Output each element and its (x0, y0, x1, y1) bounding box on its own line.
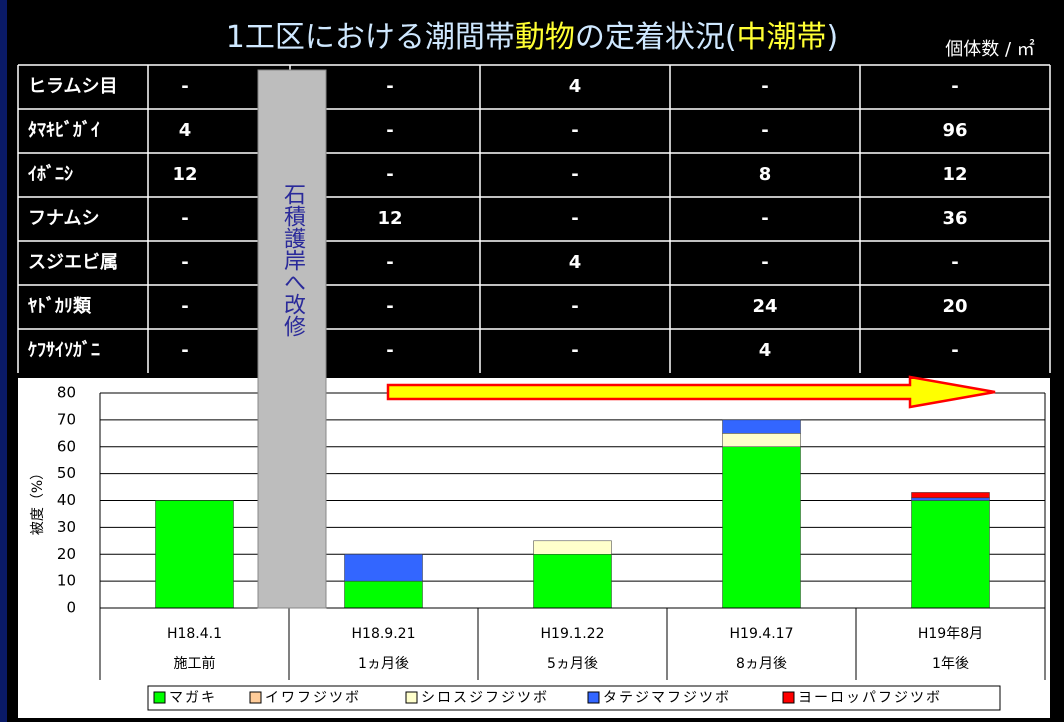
row-label: スジエビ属 (28, 252, 118, 273)
x-tick-label: 5ヵ月後 (547, 656, 598, 672)
cell: 4 (179, 120, 192, 141)
title-part: 1工区における潮間帯 (226, 20, 515, 55)
cell: - (571, 164, 578, 185)
cell: 4 (569, 252, 582, 273)
page-number: 43 (1017, 692, 1042, 716)
row-label: ｹﾌｻｲｿｶﾞﾆ (28, 339, 100, 361)
cell: 12 (377, 208, 402, 229)
construction-label: 石積護岸へ改修 (280, 183, 306, 337)
y-axis-label: 被度（%） (30, 466, 46, 535)
title-part: 動物 (515, 20, 575, 55)
x-tick-label: H19年8月 (918, 626, 983, 642)
cell: 96 (942, 120, 967, 141)
y-tick-label: 30 (57, 518, 76, 536)
x-tick-label: H19.1.22 (541, 626, 605, 642)
cell: 12 (942, 164, 967, 185)
bar-segment (533, 540, 612, 555)
legend-swatch (587, 691, 600, 704)
cell: 12 (172, 164, 197, 185)
y-tick-label: 60 (57, 437, 76, 455)
cell: - (571, 120, 578, 141)
cell: - (181, 208, 188, 229)
bar-segment (344, 580, 423, 609)
cell: - (951, 76, 958, 97)
bar-segment (533, 554, 612, 609)
y-tick-label: 0 (66, 599, 76, 617)
cell: - (951, 340, 958, 361)
cell: - (761, 208, 768, 229)
title-part: ) (827, 20, 839, 55)
cell: 8 (759, 164, 772, 185)
cell: 24 (752, 296, 777, 317)
legend-box (147, 685, 1001, 711)
x-tick-label: H18.9.21 (352, 626, 416, 642)
bar-segment (722, 433, 801, 447)
cell: - (761, 252, 768, 273)
cell: - (181, 252, 188, 273)
legend-swatch (782, 691, 795, 704)
title-part: の定着状況( (575, 20, 737, 55)
bar-segment (722, 446, 801, 609)
y-tick-label: 40 (57, 491, 76, 509)
bar-segment (911, 497, 990, 501)
cell: 36 (942, 208, 967, 229)
x-tick-label: 施工前 (174, 655, 216, 672)
legend-swatch (405, 691, 418, 704)
row-label: ヒラムシ目 (28, 76, 117, 97)
cell: - (386, 164, 393, 185)
row-label: フナムシ (28, 208, 99, 229)
x-tick-label: 1年後 (932, 656, 969, 672)
legend-label: イワフジツボ (265, 690, 361, 706)
cell: - (951, 252, 958, 273)
x-tick-label: H18.4.1 (167, 626, 222, 642)
cell: - (761, 120, 768, 141)
legend-label: ヨーロッパフジツボ (798, 690, 942, 706)
title: 1工区における潮間帯動物の定着状況(中潮帯) (226, 20, 839, 55)
bar-segment (344, 554, 423, 582)
y-tick-label: 20 (57, 545, 76, 563)
cell: - (386, 296, 393, 317)
cell: 4 (759, 340, 772, 361)
y-tick-label: 10 (57, 572, 76, 590)
bar-segment (911, 492, 990, 499)
cell: 4 (569, 76, 582, 97)
x-tick-label: 8ヵ月後 (736, 656, 787, 672)
cell: - (571, 340, 578, 361)
cell: - (181, 340, 188, 361)
cell: - (386, 76, 393, 97)
legend-label: シロスジフジツボ (421, 690, 549, 706)
edge (0, 0, 7, 722)
bar-segment (722, 419, 801, 434)
cell: - (386, 252, 393, 273)
x-tick-label: 1ヵ月後 (358, 656, 409, 672)
legend-swatch (153, 691, 166, 704)
row-label: ﾔﾄﾞｶﾘ類 (28, 295, 92, 317)
bar-segment (155, 500, 234, 609)
cell: - (386, 120, 393, 141)
row-label: ﾀﾏｷﾋﾞｶﾞｲ (28, 119, 100, 141)
cell: 20 (942, 296, 967, 317)
legend-swatch (249, 691, 262, 704)
cell: - (386, 340, 393, 361)
y-tick-label: 80 (57, 384, 76, 402)
legend-label: タテジマフジツボ (603, 690, 731, 706)
construction-box (257, 69, 327, 609)
bar-segment (911, 500, 990, 609)
cell: - (571, 208, 578, 229)
x-tick-label: H19.4.17 (730, 626, 794, 642)
cell: - (181, 76, 188, 97)
cell: - (761, 76, 768, 97)
title-part: 中潮帯 (737, 20, 827, 55)
arrow (386, 375, 996, 409)
unit: 個体数 / ㎡ (945, 38, 1035, 60)
cell: - (571, 296, 578, 317)
cell: - (181, 296, 188, 317)
y-tick-label: 50 (57, 464, 76, 482)
y-tick-label: 70 (57, 410, 76, 428)
row-label: ｲﾎﾞﾆｼ (28, 163, 73, 185)
legend-label: マガキ (169, 690, 217, 706)
